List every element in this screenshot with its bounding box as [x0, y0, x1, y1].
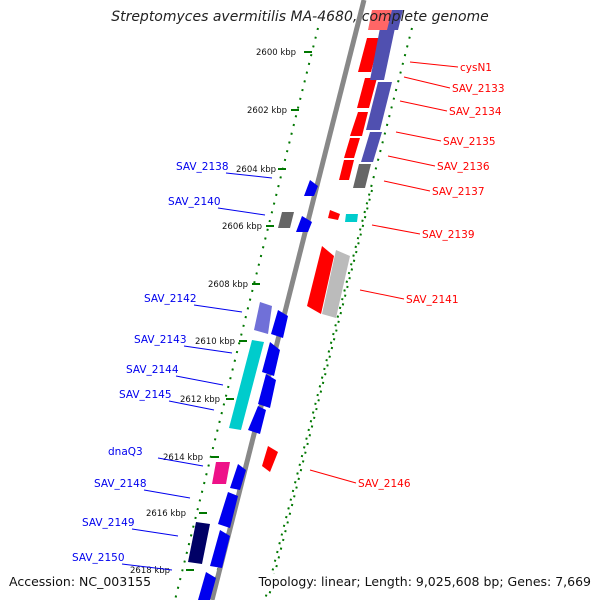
gene-label[interactable]: dnaQ3 [108, 446, 143, 458]
gene-red-block-3[interactable] [350, 112, 368, 136]
gene-label[interactable]: SAV_2144 [126, 364, 179, 376]
gene-slate-block-top[interactable] [370, 28, 395, 80]
gene-label[interactable]: SAV_2133 [452, 83, 505, 95]
gene-lightslate-2142[interactable] [254, 302, 272, 334]
gene-label-leader [157, 457, 204, 467]
gene-label[interactable]: SAV_2145 [119, 389, 172, 401]
gene-blue-2148[interactable] [218, 492, 238, 528]
ruler-tick-label: 2606 kbp [222, 222, 262, 232]
gene-blue-2143[interactable] [262, 342, 280, 376]
gene-navy-2149[interactable] [188, 522, 210, 564]
gene-label[interactable]: SAV_2142 [144, 293, 197, 305]
gene-slate-block-mid[interactable] [366, 82, 392, 130]
guide-line-right-inner [267, 189, 373, 600]
gene-blue-cut-top[interactable] [387, 10, 403, 30]
gene-blue-dnaq3-right[interactable] [230, 464, 246, 490]
gene-red-block-4[interactable] [344, 138, 360, 158]
gene-magenta-dnaq3[interactable] [212, 462, 230, 484]
gene-label-leader [409, 61, 459, 68]
gene-label-leader [168, 400, 215, 411]
gene-label-leader [403, 76, 451, 89]
gene-label[interactable]: SAV_2148 [94, 478, 147, 490]
gene-label[interactable]: SAV_2141 [406, 294, 459, 306]
gene-blue-2149b[interactable] [210, 530, 230, 568]
gene-label[interactable]: SAV_2149 [82, 517, 135, 529]
gene-label[interactable]: SAV_2139 [422, 229, 475, 241]
gene-label[interactable]: cysN1 [460, 62, 492, 74]
ruler-ticks: 2600 kbp 2602 kbp 2604 kbp 2606 kbp 2608 kbp… [130, 48, 312, 576]
gene-label-leader [371, 224, 421, 235]
gene-label[interactable]: SAV_2135 [443, 136, 496, 148]
ruler-tick-label: 2612 kbp [180, 395, 220, 405]
genome-summary-text: Topology: linear; Length: 9,025,608 bp; … [258, 574, 591, 589]
gene-label[interactable]: SAV_2146 [358, 478, 411, 490]
genome-backbone [209, 0, 367, 600]
gene-label-leader [309, 469, 357, 484]
gene-blue-2138[interactable] [304, 180, 318, 196]
gene-label-leader [193, 304, 243, 313]
left-gene-labels: SAV_2138 SAV_2140 SAV_2142 SAV_2143 SAV_2144… [72, 161, 273, 571]
accession-text: Accession: NC_003155 [9, 574, 152, 589]
gene-blue-2142[interactable] [271, 310, 288, 338]
ruler-tick-label: 2614 kbp [163, 453, 203, 463]
gene-blue-2145[interactable] [248, 406, 266, 434]
gene-red-block-1[interactable] [358, 38, 380, 72]
gene-label-leader [131, 528, 179, 537]
gene-gray-block-2137[interactable] [353, 164, 371, 188]
gene-cyan-2139[interactable] [345, 214, 358, 222]
gene-label-leader [383, 180, 431, 192]
gene-blue-2150[interactable] [198, 572, 216, 600]
gene-label-leader [183, 345, 233, 354]
ruler-tick-label: 2600 kbp [256, 48, 296, 58]
gene-label-leader [359, 289, 405, 300]
ruler-tick-label: 2602 kbp [247, 106, 287, 116]
gene-slate-block-lower[interactable] [361, 132, 382, 162]
gene-label-leader [175, 375, 224, 386]
gene-lightgray-2141[interactable] [322, 250, 350, 318]
ruler-tick-label: 2610 kbp [195, 337, 235, 347]
gene-pink-cut-top[interactable] [368, 10, 392, 30]
gene-label-leader [217, 207, 266, 216]
gene-red-block-5[interactable] [339, 160, 354, 180]
gene-red-2139[interactable] [328, 210, 340, 220]
ruler-tick-label: 2616 kbp [146, 509, 186, 519]
gene-gray-2140[interactable] [278, 212, 294, 228]
gene-red-2146[interactable] [262, 446, 278, 472]
ruler-tick-label: 2608 kbp [208, 280, 248, 290]
gene-label-leader [225, 172, 273, 179]
gene-label-leader [143, 489, 191, 499]
gene-label[interactable]: SAV_2137 [432, 186, 485, 198]
ruler-tick-label: 2618 kbp [130, 566, 170, 576]
gene-red-2141[interactable] [307, 246, 334, 314]
ruler-tick-label: 2604 kbp [236, 165, 276, 175]
gene-label[interactable]: SAV_2134 [449, 106, 502, 118]
right-gene-labels: cysN1 SAV_2133 SAV_2134 SAV_2135 SAV_2136 SAV… [309, 61, 505, 490]
gene-label-leader [387, 155, 436, 167]
map-title: Streptomyces avermitilis MA-4680, comple… [111, 9, 489, 25]
gene-label[interactable]: SAV_2136 [437, 161, 490, 173]
gene-label-leader [395, 131, 442, 142]
gene-label[interactable]: SAV_2140 [168, 196, 221, 208]
gene-label-leader [399, 100, 448, 112]
gene-blue-2140b[interactable] [296, 216, 312, 232]
gene-label[interactable]: SAV_2143 [134, 334, 187, 346]
gene-label[interactable]: SAV_2150 [72, 552, 125, 564]
gene-label-leader [121, 563, 173, 571]
gene-cyan-2143[interactable] [229, 340, 264, 430]
gene-blue-2144[interactable] [258, 374, 276, 408]
gene-red-block-2[interactable] [357, 78, 377, 108]
gene-label[interactable]: SAV_2138 [176, 161, 229, 173]
